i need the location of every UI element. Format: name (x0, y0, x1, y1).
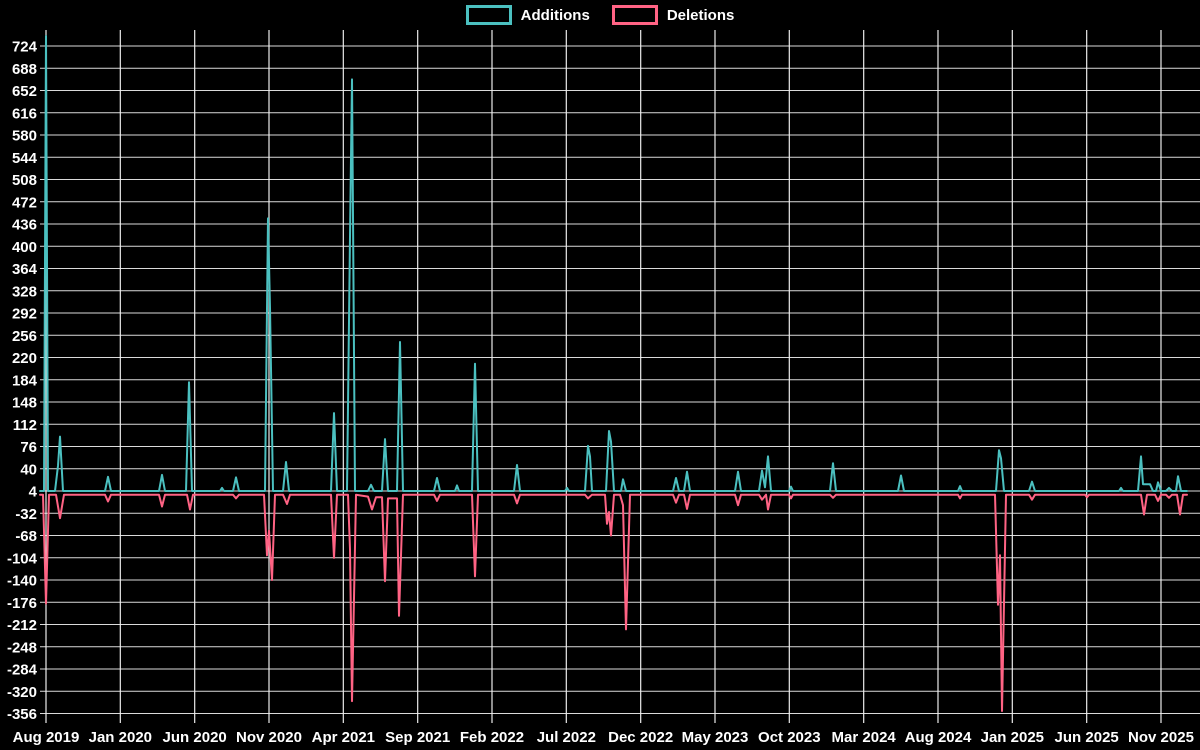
additions-swatch-icon (465, 5, 512, 25)
legend-item-additions[interactable]: Additions (465, 5, 590, 25)
y-tick-label: -140 (7, 573, 37, 590)
x-tick-label: Nov 2020 (236, 729, 302, 746)
y-tick-label: 328 (12, 283, 37, 300)
legend-label-deletions: Deletions (666, 6, 735, 24)
x-tick-label: Apr 2021 (312, 729, 375, 746)
y-tick-label: 724 (12, 39, 38, 56)
y-tick-label: 508 (12, 172, 37, 189)
x-tick-label: Dec 2022 (608, 729, 673, 746)
y-tick-label: 400 (12, 239, 37, 256)
deletions-line (39, 493, 1188, 712)
y-tick-label: -104 (7, 550, 38, 567)
x-tick-label: Mar 2024 (832, 729, 897, 746)
y-tick-label: -356 (7, 706, 37, 723)
y-tick-label: -212 (7, 617, 37, 634)
y-tick-label: 688 (12, 61, 37, 78)
horizontal-gridlines (40, 45, 1200, 714)
x-tick-label: Jul 2022 (537, 729, 596, 746)
additions-line (39, 35, 1188, 492)
y-tick-label: -284 (7, 662, 38, 679)
x-tick-label: Jun 2025 (1055, 729, 1119, 746)
x-tick-label: Aug 2019 (13, 729, 80, 746)
y-tick-label: 652 (12, 83, 37, 100)
y-tick-label: 40 (20, 461, 37, 478)
legend-label-additions: Additions (520, 6, 590, 24)
x-axis-labels: Aug 2019 Jan 2020 Jun 2020 Nov 2020 Apr 2021… (13, 729, 1194, 746)
y-tick-label: 220 (12, 350, 37, 367)
y-tick-label: 472 (12, 194, 37, 211)
y-tick-label: 112 (13, 417, 37, 434)
x-tick-label: May 2023 (682, 729, 749, 746)
y-tick-label: 76 (20, 439, 37, 456)
x-tick-label: Jan 2020 (89, 729, 152, 746)
x-tick-label: Nov 2025 (1128, 729, 1194, 746)
y-tick-label: -176 (7, 595, 37, 612)
y-tick-label: 616 (12, 105, 37, 122)
x-tick-label: Sep 2021 (385, 729, 450, 746)
x-tick-label: Aug 2024 (905, 729, 972, 746)
y-tick-label: 184 (12, 372, 38, 389)
y-tick-label: 256 (12, 328, 37, 345)
deletions-swatch-icon (611, 5, 658, 25)
y-axis-labels: 724 688 652 616 580 544 508 472 436 400 364 328 292 2… (7, 39, 38, 724)
x-tick-label: Jun 2020 (163, 729, 227, 746)
y-tick-label: -68 (15, 528, 37, 545)
y-tick-label: -248 (7, 639, 37, 656)
y-tick-label: 436 (12, 217, 37, 234)
y-tick-label: 4 (29, 484, 38, 501)
y-tick-label: 580 (12, 128, 37, 145)
y-tick-label: 544 (12, 150, 38, 167)
x-tick-label: Jan 2025 (981, 729, 1044, 746)
y-tick-label: 292 (12, 306, 37, 323)
y-tick-label: 364 (12, 261, 38, 278)
y-tick-label: 148 (12, 395, 37, 412)
y-tick-label: -32 (15, 506, 37, 523)
legend-item-deletions[interactable]: Deletions (611, 5, 735, 25)
y-tick-label: -320 (7, 684, 37, 701)
vertical-gridlines (45, 30, 1162, 723)
x-tick-label: Feb 2022 (460, 729, 524, 746)
x-tick-label: Oct 2023 (758, 729, 821, 746)
chart-legend: Additions Deletions (0, 5, 1200, 25)
